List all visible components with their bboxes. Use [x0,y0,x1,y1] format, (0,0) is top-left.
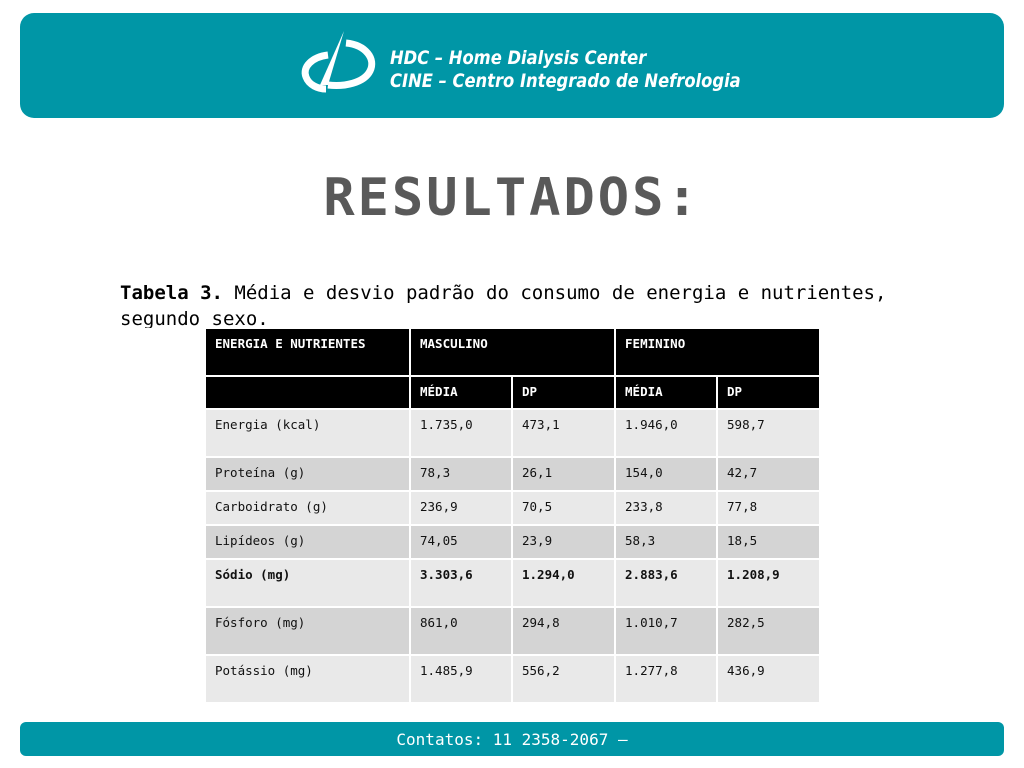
table-cell: 1.294,0 [510,558,617,608]
table-cell: 18,5 [716,524,822,560]
table-cell: Sódio (mg) [204,558,411,608]
table-cell: 70,5 [510,490,617,526]
table-row: Carboidrato (g) 236,9 70,5 233,8 77,8 [204,490,822,526]
table-caption: Tabela 3. Média e desvio padrão do consu… [120,280,920,328]
table-cell: 3.303,6 [409,558,513,608]
table-cell: Potássio (mg) [204,654,411,704]
table-cell: 1.277,8 [614,654,719,704]
table-cell: 861,0 [409,606,513,656]
table-cell: 1.010,7 [614,606,719,656]
brand-text: HDC – Home Dialysis Center CINE – Centro… [390,47,741,93]
subheader-cell: MÉDIA [614,375,719,410]
caption-label: Tabela 3. [120,282,223,304]
table-row: Sódio (mg) 3.303,6 1.294,0 2.883,6 1.208… [204,558,822,608]
page-title: RESULTADOS: [323,168,701,228]
header-cell-masculino: MASCULINO [408,327,617,377]
table-row: Potássio (mg) 1.485,9 556,2 1.277,8 436,… [204,654,822,704]
subheader-cell: DP [510,375,617,410]
brand-line-1: HDC – Home Dialysis Center [390,47,647,69]
table-cell: 294,8 [510,606,617,656]
table-cell: 556,2 [510,654,617,704]
subheader-cell: DP [716,375,822,410]
caption-text: Média e desvio padrão do consumo de ener… [120,282,887,328]
table-cell: 2.883,6 [614,558,719,608]
subheader-cell [204,375,411,410]
footer-contacts: Contatos: 11 2358-2067 – [396,730,628,749]
table-row: Energia (kcal) 1.735,0 473,1 1.946,0 598… [204,408,822,458]
table-cell: 598,7 [716,408,822,458]
table-cell: 1.485,9 [409,654,513,704]
header-cell-nutrients: ENERGIA E NUTRIENTES [204,327,411,377]
footer-banner: Contatos: 11 2358-2067 – [20,722,1004,756]
header-banner: HDC – Home Dialysis Center CINE – Centro… [20,13,1004,118]
table-cell: 473,1 [510,408,617,458]
header-cell-feminino: FEMININO [614,327,822,377]
table-cell: 78,3 [409,456,513,492]
table-cell: 74,05 [409,524,513,560]
table-cell: 154,0 [614,456,719,492]
results-table: ENERGIA E NUTRIENTES MASCULINO FEMININO … [204,327,822,704]
table-cell: 282,5 [716,606,822,656]
table-cell: 1.735,0 [409,408,513,458]
table-row: Proteína (g) 78,3 26,1 154,0 42,7 [204,456,822,492]
table-header-row: ENERGIA E NUTRIENTES MASCULINO FEMININO [204,327,822,377]
table-cell: 233,8 [614,490,719,526]
table-cell: 436,9 [716,654,822,704]
table-cell: 42,7 [716,456,822,492]
brand-line-2: CINE – Centro Integrado de Nefrologia [390,70,741,92]
hdc-logo-icon [301,31,376,93]
table-cell: 236,9 [409,490,513,526]
table-cell: 1.208,9 [716,558,822,608]
table-cell: Fósforo (mg) [204,606,411,656]
table-cell: Lipídeos (g) [204,524,411,560]
table-cell: Energia (kcal) [204,408,411,458]
table-cell: 77,8 [716,490,822,526]
table-cell: 58,3 [614,524,719,560]
table-cell: 23,9 [510,524,617,560]
table-row: Lipídeos (g) 74,05 23,9 58,3 18,5 [204,524,822,560]
table-cell: 26,1 [510,456,617,492]
subheader-cell: MÉDIA [409,375,513,410]
table-cell: Carboidrato (g) [204,490,411,526]
table-cell: Proteína (g) [204,456,411,492]
table-row: Fósforo (mg) 861,0 294,8 1.010,7 282,5 [204,606,822,656]
table-subheader-row: MÉDIA DP MÉDIA DP [204,375,822,410]
table-cell: 1.946,0 [614,408,719,458]
